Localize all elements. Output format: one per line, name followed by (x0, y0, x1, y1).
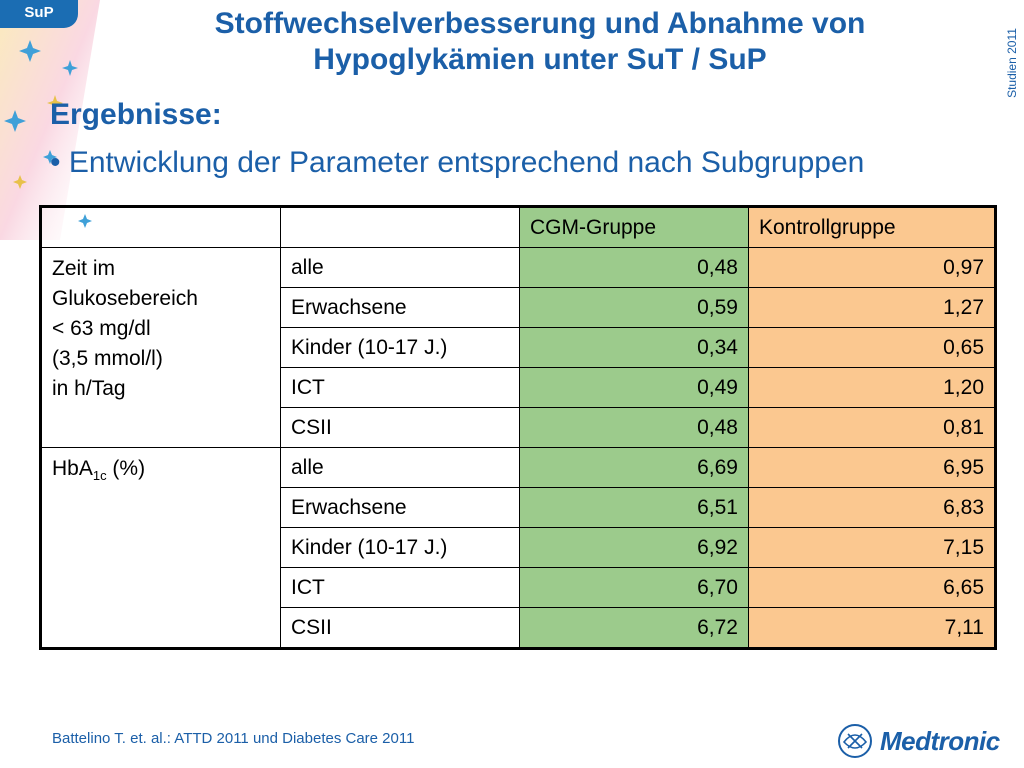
group-label-hba1c: HbA1c (%) (40, 447, 281, 649)
bullet-point: • Entwicklung der Parameter entsprechend… (50, 146, 865, 179)
medtronic-emblem-icon (838, 724, 872, 758)
header-cell-empty-2 (280, 206, 520, 248)
results-table: CGM-Gruppe Kontrollgruppe Zeit im Glukos… (39, 205, 997, 650)
table-row: Erwachsene 6,51 6,83 (41, 487, 997, 528)
table-row: HbA1c (%) alle 6,69 6,95 (40, 447, 997, 649)
cgm-value-cell: 6,92 (519, 527, 749, 568)
subgroup-cell: Kinder (10-17 J.) (280, 327, 520, 368)
cgm-value-cell: 0,34 (519, 327, 749, 368)
medtronic-logo: Medtronic (836, 722, 1016, 762)
table-row: Kinder (10-17 J.) 6,92 7,15 (41, 527, 997, 568)
cgm-value-cell: 0,48 (519, 247, 749, 288)
table-row: ICT 0,49 1,20 (41, 367, 997, 408)
control-value-cell: 0,81 (747, 407, 997, 448)
title-line-2: Hypoglykämien unter SuT / SuP (313, 43, 767, 76)
source-citation: Battelino T. et. al.: ATTD 2011 und Diab… (52, 730, 415, 747)
star-decoration-graphic (0, 0, 100, 240)
subgroup-cell: CSII (280, 607, 520, 649)
control-value-cell: 6,83 (747, 487, 997, 528)
header-cgm-group: CGM-Gruppe (519, 206, 749, 248)
title-line-1: Stoffwechselverbesserung und Abnahme von (214, 7, 866, 40)
cgm-value-cell: 6,69 (519, 447, 749, 488)
subgroup-cell: ICT (280, 367, 520, 408)
cgm-value-cell: 6,51 (519, 487, 749, 528)
table-row: Kinder (10-17 J.) 0,34 0,65 (41, 327, 997, 368)
side-label-text: Studien 2011 (1005, 28, 1019, 98)
table-row: Zeit im Glukosebereich < 63 mg/dl (3,5 m… (40, 247, 997, 448)
medtronic-wordmark: Medtronic (880, 726, 1000, 756)
control-value-cell: 0,65 (747, 327, 997, 368)
cgm-value-cell: 6,70 (519, 567, 749, 608)
control-value-cell: 7,11 (747, 607, 997, 649)
table-row: CSII 0,48 0,81 (41, 407, 997, 448)
group-label-line: (3,5 mmol/l) (52, 347, 163, 370)
subgroup-cell: Kinder (10-17 J.) (280, 527, 520, 568)
cgm-value-cell: 0,48 (519, 407, 749, 448)
side-label: Studien 2011 (1002, 18, 1022, 108)
header-control-group: Kontrollgruppe (747, 206, 997, 248)
slide-title: Stoffwechselverbesserung und Abnahme von… (150, 6, 930, 78)
hba1c-label-main: HbA (52, 457, 93, 480)
section-heading: Ergebnisse: (50, 98, 222, 131)
group-label-hypo-time: Zeit im Glukosebereich < 63 mg/dl (3,5 m… (40, 247, 281, 448)
cgm-value-cell: 0,49 (519, 367, 749, 408)
control-value-cell: 0,97 (747, 247, 997, 288)
cgm-value-cell: 6,72 (519, 607, 749, 649)
control-value-cell: 7,15 (747, 527, 997, 568)
subgroup-cell: ICT (280, 567, 520, 608)
subgroup-cell: Erwachsene (280, 487, 520, 528)
control-value-cell: 1,27 (747, 287, 997, 328)
group-label-line: in h/Tag (52, 377, 126, 400)
cgm-value-cell: 0,59 (519, 287, 749, 328)
subgroup-cell: alle (280, 447, 520, 488)
subgroup-cell: alle (280, 247, 520, 288)
header-cell-empty-1 (40, 206, 281, 248)
table-header-row: CGM-Gruppe Kontrollgruppe (40, 206, 997, 248)
hba1c-label-subscript: 1c (92, 468, 107, 484)
control-value-cell: 6,95 (747, 447, 997, 488)
subgroup-cell: CSII (280, 407, 520, 448)
control-value-cell: 6,65 (747, 567, 997, 608)
table-row: CSII 6,72 7,11 (41, 607, 997, 649)
subgroup-cell: Erwachsene (280, 287, 520, 328)
group-label-line: Zeit im (52, 257, 115, 280)
group-label-line: Glukosebereich (52, 287, 198, 310)
hba1c-label-unit: (%) (106, 457, 146, 480)
sup-badge: SuP (0, 0, 78, 28)
control-value-cell: 1,20 (747, 367, 997, 408)
group-label-line: < 63 mg/dl (52, 317, 151, 340)
